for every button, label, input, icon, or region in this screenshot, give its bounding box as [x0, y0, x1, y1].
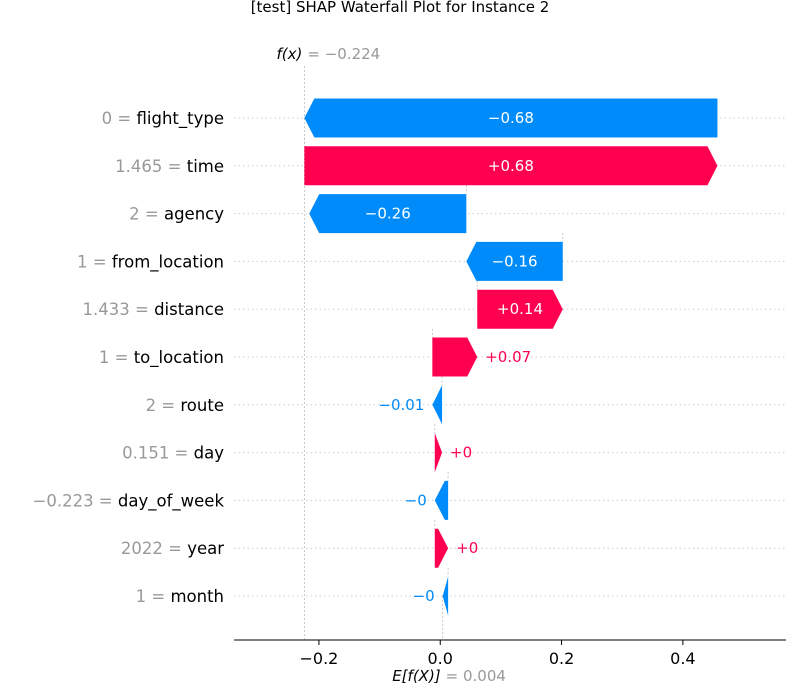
feature-label: 0.151 = day [122, 444, 224, 463]
x-axis-ticks: −0.2 0.0 0.2 0.4 [299, 640, 696, 668]
feature-name: route [180, 396, 224, 415]
feature-row: 2 = route −0.01 [146, 385, 443, 425]
feature-label: 1.433 = distance [83, 300, 224, 319]
x-tick-label: −0.2 [299, 649, 338, 668]
feature-row: −0.223 = day_of_week −0 [33, 480, 449, 520]
feature-label: 2 = agency [129, 205, 224, 224]
feature-label: 1 = from_location [77, 252, 224, 272]
feature-label: 2022 = year [121, 539, 224, 558]
feature-value: 0 = [102, 109, 137, 128]
bar-value-label: −0.26 [365, 205, 411, 223]
feature-value: 2 = [146, 396, 181, 415]
x-tick-label: 0.4 [670, 649, 695, 668]
feature-value: 2 = [129, 205, 164, 224]
negative-bar [466, 241, 563, 281]
feature-row: 1.433 = distance +0.14 [83, 289, 563, 329]
feature-name: flight_type [137, 109, 225, 129]
feature-row: 2022 = year +0 [121, 528, 478, 568]
negative-bar [432, 385, 443, 425]
feature-value: 1 = [99, 348, 134, 367]
feature-name: agency [164, 205, 224, 224]
bar-value-label: −0 [413, 587, 435, 605]
fx-label: f(x) [276, 45, 302, 63]
negative-bar [309, 194, 467, 234]
feature-value: 1 = [136, 587, 171, 606]
feature-row: 0.151 = day +0 [122, 433, 472, 473]
chart-title: [test] SHAP Waterfall Plot for Instance … [251, 0, 550, 16]
bar-value-label: +0 [456, 539, 478, 557]
bar-value-label: −0.16 [492, 252, 538, 270]
feature-row: 1 = from_location −0.16 [77, 241, 563, 281]
feature-row: 1.465 = time +0.68 [115, 146, 718, 186]
negative-bar [304, 98, 718, 138]
feature-label: −0.223 = day_of_week [33, 491, 225, 511]
negative-bar [434, 480, 449, 520]
feature-row: 2 = agency −0.26 [129, 194, 467, 234]
feature-label: 2 = route [146, 396, 224, 415]
bar-value-label: +0.68 [488, 157, 534, 175]
feature-label: 0 = flight_type [102, 109, 224, 129]
feature-name: month [170, 587, 224, 606]
bar-value-label: +0 [450, 444, 472, 462]
efx-annotation: E[f(X)] = 0.004 [392, 667, 506, 685]
feature-label: 1 = month [136, 587, 224, 606]
bar-value-label: −0.68 [488, 109, 534, 127]
feature-value: 1.433 = [83, 300, 155, 319]
x-axis: −0.2 0.0 0.2 0.4 [234, 639, 786, 668]
feature-name: distance [154, 300, 224, 319]
x-tick-label: 0.0 [428, 649, 453, 668]
feature-value: 1 = [77, 252, 112, 271]
feature-row: 1 = to_location +0.07 [99, 337, 531, 377]
feature-rows: 0 = flight_type −0.68 1.465 = time +0.68 2 =… [33, 98, 718, 616]
feature-label: 1 = to_location [99, 348, 224, 368]
efx-value: = 0.004 [446, 667, 506, 685]
feature-value: 2022 = [121, 539, 187, 558]
positive-bar [434, 528, 449, 568]
feature-name: time [187, 157, 224, 176]
positive-bar [477, 289, 563, 329]
feature-name: to_location [134, 348, 224, 368]
feature-row: 1 = month −0 [136, 576, 449, 616]
bar-value-label: −0 [405, 491, 427, 509]
feature-name: day_of_week [118, 491, 225, 511]
efx-label: E[f(X)] [392, 667, 441, 685]
fx-annotation: f(x) = −0.224 [276, 45, 380, 63]
positive-bar [432, 337, 478, 377]
bar-value-label: −0.01 [378, 396, 424, 414]
feature-name: from_location [112, 252, 224, 272]
reference-lines [303, 66, 564, 640]
feature-value: −0.223 = [33, 491, 118, 510]
feature-name: year [187, 539, 224, 558]
fx-value: = −0.224 [307, 45, 380, 63]
positive-bar [304, 146, 718, 186]
feature-row: 0 = flight_type −0.68 [102, 98, 718, 138]
bar-value-label: +0.07 [485, 348, 531, 366]
negative-bar [442, 576, 449, 616]
feature-value: 1.465 = [115, 157, 187, 176]
bar-value-label: +0.14 [497, 300, 543, 318]
feature-label: 1.465 = time [115, 157, 224, 176]
x-tick-label: 0.2 [549, 649, 574, 668]
feature-name: day [194, 444, 225, 463]
feature-value: 0.151 = [122, 444, 194, 463]
positive-bar [434, 433, 443, 473]
